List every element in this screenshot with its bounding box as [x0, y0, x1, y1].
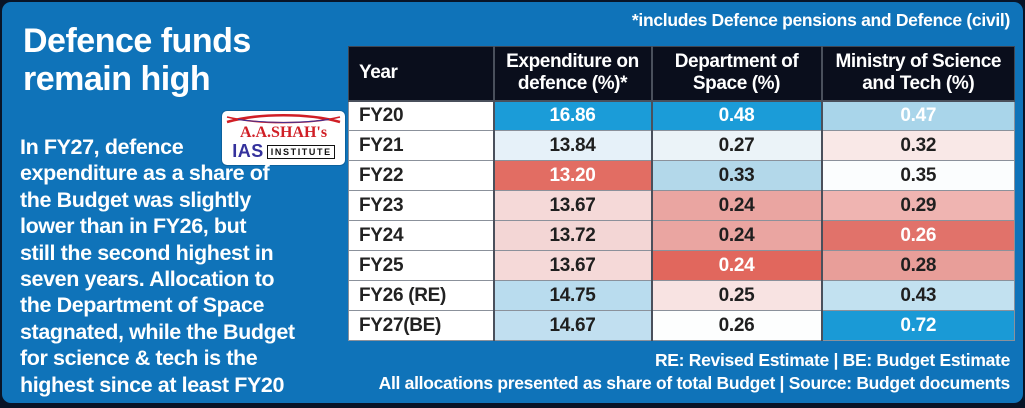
value-cell: 0.27: [650, 130, 822, 161]
value-cell: 13.67: [492, 190, 652, 221]
page-title: Defence funds remain high: [23, 22, 251, 98]
logo-subtext-row: IAS INSTITUTE: [222, 141, 345, 162]
year-cell: FY24: [348, 220, 494, 251]
background-panel: Defence funds remain high A.A.SHAH's IAS…: [2, 2, 1023, 403]
year-cell: FY27(BE): [348, 310, 494, 341]
table-row: FY24 13.72 0.24 0.26: [348, 220, 1015, 251]
institute-logo: A.A.SHAH's IAS INSTITUTE: [222, 111, 345, 165]
value-cell: 0.26: [820, 220, 1015, 251]
value-cell: 0.32: [820, 130, 1015, 161]
logo-ias-text: IAS: [232, 141, 264, 161]
year-cell: FY25: [348, 250, 494, 281]
source-note: RE: Revised Estimate | BE: Budget Estima…: [378, 349, 1011, 394]
value-cell: 0.24: [650, 250, 822, 281]
table-header-row: Year Expenditure on defence (%)* Departmen…: [348, 46, 1015, 102]
defence-footnote: *includes Defence pensions and Defence (…: [631, 10, 1010, 30]
value-cell: 0.43: [820, 280, 1015, 311]
value-cell: 13.67: [492, 250, 652, 281]
column-header-1: Expenditure on defence (%)*: [492, 46, 652, 102]
table-row: FY23 13.67 0.24 0.29: [348, 190, 1015, 221]
value-cell: 0.29: [820, 190, 1015, 221]
value-cell: 0.24: [650, 220, 822, 251]
table-header: Year Expenditure on defence (%)* Departmen…: [348, 46, 1015, 102]
value-cell: 0.33: [650, 160, 822, 191]
value-cell: 0.47: [820, 100, 1015, 131]
value-cell: 14.75: [492, 280, 652, 311]
value-cell: 0.26: [650, 310, 822, 341]
value-cell: 0.72: [820, 310, 1015, 341]
column-header-2: Department of Space (%): [650, 46, 822, 102]
table-row: FY26 (RE) 14.75 0.25 0.43: [348, 280, 1015, 311]
value-cell: 0.48: [650, 100, 822, 131]
logo-brand-text: A.A.SHAH's: [239, 124, 328, 141]
value-cell: 14.67: [492, 310, 652, 341]
column-header-year: Year: [348, 46, 494, 102]
value-cell: 16.86: [492, 100, 652, 131]
logo-institute-text: INSTITUTE: [266, 144, 335, 159]
year-cell: FY21: [348, 130, 494, 161]
allocation-source-note: All allocations presented as share of to…: [378, 372, 1011, 393]
value-cell: 13.84: [492, 130, 652, 161]
year-cell: FY20: [348, 100, 494, 131]
summary-text: In FY27, defence expenditure as a share …: [20, 135, 295, 397]
year-cell: FY23: [348, 190, 494, 221]
estimate-abbreviation-note: RE: Revised Estimate | BE: Budget Estima…: [654, 350, 1010, 370]
column-header-3: Ministry of Science and Tech (%): [820, 46, 1015, 102]
value-cell: 0.25: [650, 280, 822, 311]
table-row: FY21 13.84 0.27 0.32: [348, 130, 1015, 161]
value-cell: 0.35: [820, 160, 1015, 191]
year-cell: FY22: [348, 160, 494, 191]
value-cell: 13.72: [492, 220, 652, 251]
value-cell: 13.20: [492, 160, 652, 191]
table-row: FY22 13.20 0.33 0.35: [348, 160, 1015, 191]
value-cell: 0.24: [650, 190, 822, 221]
year-cell: FY26 (RE): [348, 280, 494, 311]
budget-allocation-table: Year Expenditure on defence (%)* Departmen…: [348, 46, 1015, 341]
table-body: FY20 16.86 0.48 0.47 FY21 13.84 0.27 0.32 FY22 13…: [348, 100, 1015, 341]
table-row: FY27(BE) 14.67 0.26 0.72: [348, 310, 1015, 341]
table-row: FY25 13.67 0.24 0.28: [348, 250, 1015, 281]
table-row: FY20 16.86 0.48 0.47: [348, 100, 1015, 131]
value-cell: 0.28: [820, 250, 1015, 281]
logo-swoosh-icon: [226, 114, 341, 124]
